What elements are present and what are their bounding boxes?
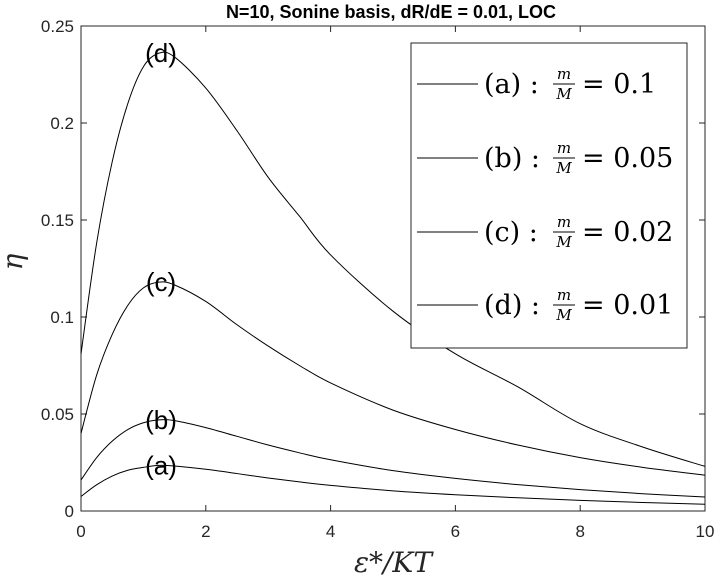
x-axis-label: ε*/KT <box>354 546 434 579</box>
legend-prefix: (b) : <box>484 143 540 174</box>
x-tick-label: 2 <box>201 522 210 541</box>
legend-entry: (a) : mM = 0.1 <box>417 65 656 103</box>
y-tick-label: 0.2 <box>50 114 74 133</box>
series-line-c <box>80 281 706 476</box>
x-tick-label: 0 <box>76 522 85 541</box>
legend-fraction-denominator: M <box>555 85 572 103</box>
legend-fraction-numerator: m <box>557 139 571 157</box>
legend-prefix: (c) : <box>484 217 538 248</box>
curve-label: (c) <box>146 267 176 297</box>
legend-fraction-numerator: m <box>557 286 571 304</box>
legend-fraction-denominator: M <box>555 159 572 177</box>
series-line-d <box>80 51 706 467</box>
curve-label: (d) <box>145 38 177 68</box>
legend-entry: (d) : mM = 0.01 <box>417 286 673 324</box>
y-tick-label: 0.15 <box>41 211 74 230</box>
legend-value: = 0.05 <box>582 143 673 174</box>
series-line-a <box>80 464 706 505</box>
x-tick-label: 4 <box>326 522 335 541</box>
legend: (a) : mM = 0.1(b) : mM = 0.05(c) : mM = 0.02(d… <box>410 42 688 349</box>
legend-prefix: (d) : <box>484 290 540 321</box>
y-axis: 0 0.05 0.1 0.15 0.2 0.25 <box>41 17 705 521</box>
x-tick-label: 8 <box>575 522 584 541</box>
x-tick-label: 10 <box>696 522 715 541</box>
legend-fraction-numerator: m <box>557 213 571 231</box>
chart-title: N=10, Sonine basis, dR/dE = 0.01, LOC <box>226 2 556 22</box>
legend-box <box>410 42 688 349</box>
legend-fraction-numerator: m <box>557 65 571 83</box>
series-line-b <box>80 419 706 498</box>
y-axis-label: η <box>0 253 29 270</box>
y-tick-label: 0.1 <box>50 308 74 327</box>
series-lines <box>80 51 706 505</box>
x-axis: 0 2 4 6 8 10 <box>76 26 714 541</box>
legend-fraction-denominator: M <box>555 233 572 251</box>
legend-entry: (c) : mM = 0.02 <box>417 213 673 251</box>
legend-value: = 0.01 <box>582 290 673 321</box>
x-tick-label: 6 <box>451 522 460 541</box>
curve-labels: (a) (b) (c) (d) <box>145 38 177 480</box>
legend-entry: (b) : mM = 0.05 <box>417 139 673 177</box>
curve-label: (a) <box>145 450 177 480</box>
legend-fraction-denominator: M <box>555 306 572 324</box>
legend-value: = 0.1 <box>582 69 656 100</box>
legend-value: = 0.02 <box>582 217 673 248</box>
y-tick-label: 0.05 <box>41 405 74 424</box>
y-tick-label: 0 <box>65 502 74 521</box>
y-tick-label: 0.25 <box>41 17 74 36</box>
legend-prefix: (a) : <box>484 69 539 100</box>
curve-label: (b) <box>145 405 177 435</box>
